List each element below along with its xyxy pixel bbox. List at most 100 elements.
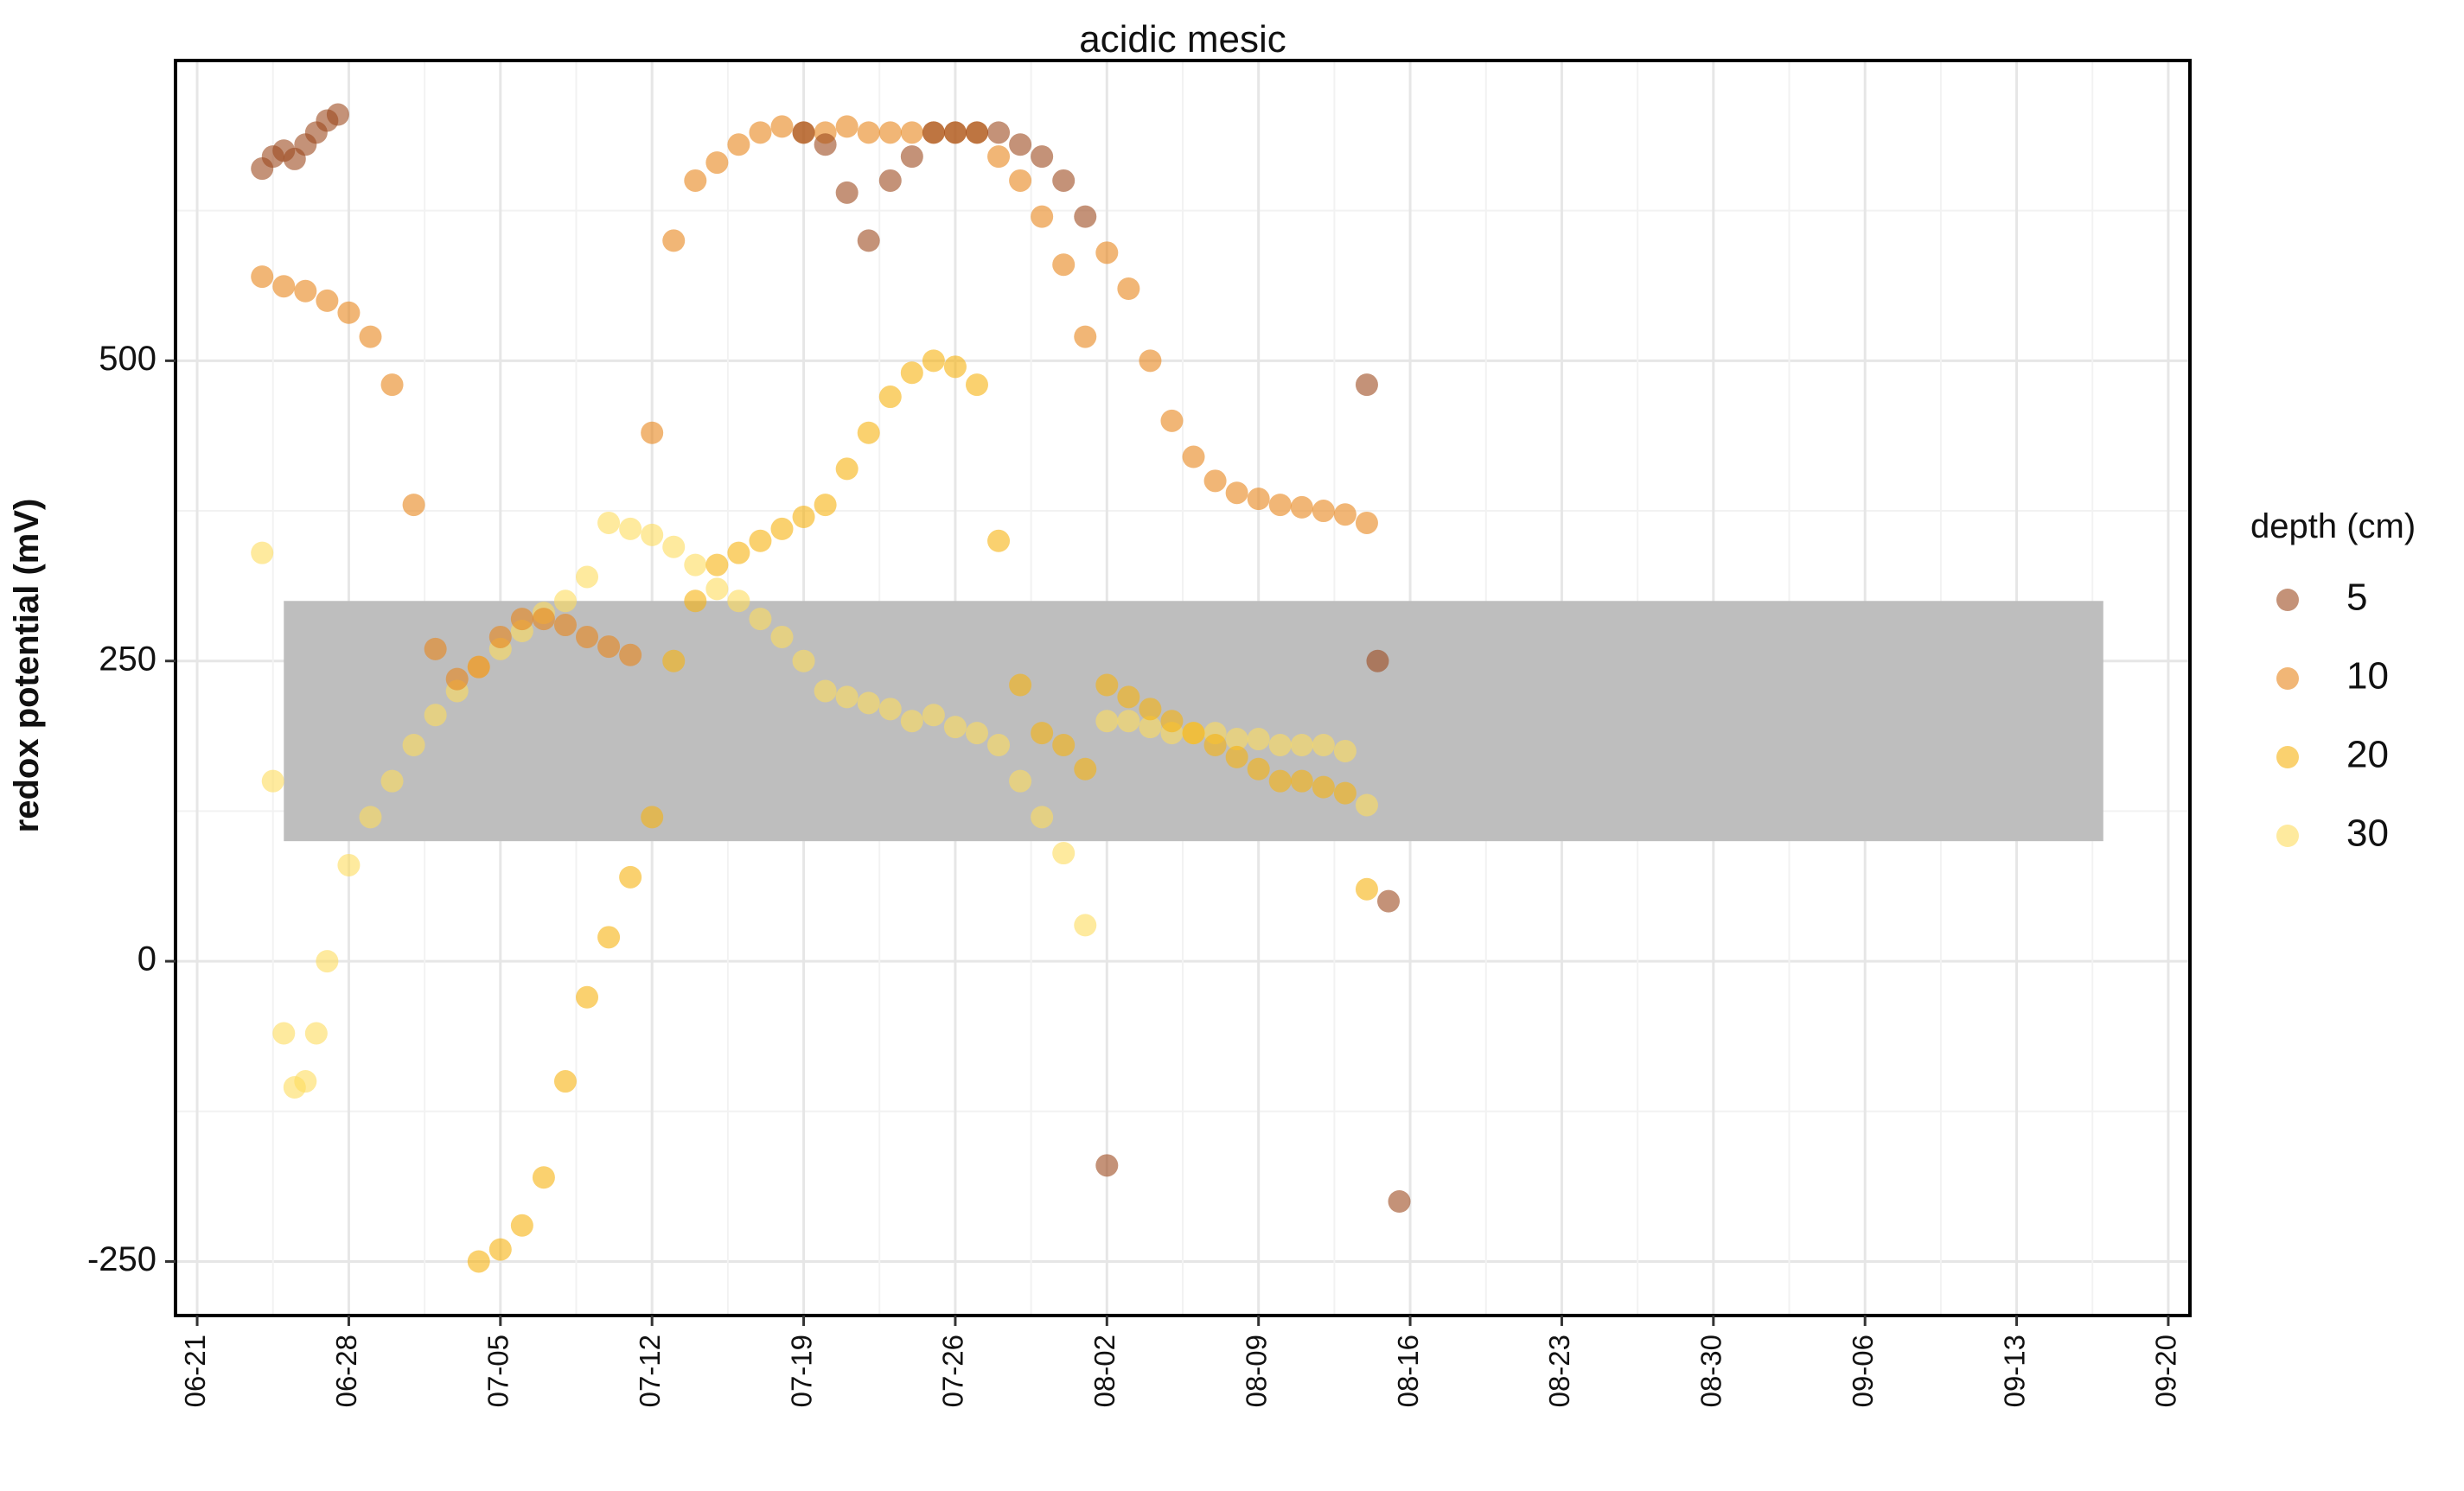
x-tick-label: 09-13 [1998,1335,2030,1407]
data-point [1225,481,1248,505]
data-point [1388,1190,1411,1213]
data-point [553,1070,577,1093]
data-point [857,121,880,144]
data-point [576,565,599,589]
shaded-band [284,601,2103,842]
data-point [1225,728,1248,751]
data-point [1117,277,1140,300]
series-depth-30 [251,511,1378,1099]
data-point [488,1238,512,1261]
data-point [705,151,729,175]
data-point [1074,757,1097,781]
data-point [1355,373,1378,397]
data-point [553,589,577,613]
legend-key [2276,825,2299,847]
data-point [1160,710,1184,733]
data-point [878,698,902,721]
chart-title: acidic mesic [1079,18,1286,61]
data-point [662,649,686,672]
x-tick-label: 06-21 [179,1335,211,1407]
data-point [510,1214,533,1237]
data-point [424,637,447,660]
data-point [835,181,859,204]
data-point [943,121,967,144]
legend-label: 5 [2346,577,2367,619]
data-point [792,121,815,144]
x-tick-label: 06-28 [330,1335,362,1407]
legend-label: 30 [2346,812,2389,855]
data-point [900,361,923,385]
x-tick-label: 09-20 [2150,1335,2182,1407]
data-point [749,608,772,631]
data-point [1312,500,1335,523]
data-point [251,541,274,564]
shaded-band-layer [284,601,2103,842]
data-point [576,985,599,1009]
data-point [1031,722,1054,745]
data-point [402,494,425,517]
data-point [272,275,296,298]
data-point [1009,673,1032,697]
data-point [1031,806,1054,829]
data-point [1333,739,1356,762]
data-point [337,301,361,324]
data-point [987,529,1011,552]
data-point [1312,775,1335,799]
data-point [684,553,707,577]
data-point [1074,914,1097,937]
data-point [900,145,923,169]
data-point [1031,205,1054,228]
data-point [1009,769,1032,793]
data-point [380,769,404,793]
data-point [597,511,621,534]
data-point [770,625,794,648]
data-point [1139,698,1162,721]
data-point [900,121,923,144]
data-point [1355,793,1378,817]
data-point [705,577,729,601]
x-tick-label: 07-05 [482,1335,514,1407]
data-point [1290,734,1313,756]
data-point [641,523,664,546]
data-point [770,115,794,138]
data-point [619,643,642,666]
data-point [1355,511,1378,534]
plot-border [174,59,2192,1317]
data-point [662,229,686,252]
x-tick-label: 08-30 [1695,1335,1727,1407]
series-depth-5 [251,103,1411,1213]
data-point [1182,445,1205,468]
data-point [705,553,729,577]
data-point [922,704,945,727]
x-tick-label: 07-26 [937,1335,969,1407]
legend-label: 10 [2346,655,2389,698]
data-point [965,722,988,745]
series-depth-20 [467,349,1378,1273]
data-point [1009,169,1032,192]
legend-key [2276,589,2299,611]
data-point [1268,769,1292,793]
x-tick-label: 08-09 [1240,1335,1272,1407]
data-point [835,685,859,709]
data-point [792,506,815,528]
data-point [1333,503,1356,526]
data-point [1009,133,1032,156]
data-point [727,589,750,613]
data-point [1052,169,1076,192]
data-point [987,734,1011,756]
data-point [532,608,555,631]
data-point [1182,722,1205,745]
data-point [1247,757,1270,781]
data-point [835,457,859,481]
data-point [1312,734,1335,756]
data-point [857,691,880,715]
x-tick-label: 08-16 [1392,1335,1424,1407]
x-tick-label: 08-23 [1543,1335,1575,1407]
data-point [727,541,750,564]
data-point [878,121,902,144]
data-point [1074,325,1097,348]
legend-title: depth (cm) [2250,507,2416,545]
data-point [1268,494,1292,517]
data-point [749,529,772,552]
